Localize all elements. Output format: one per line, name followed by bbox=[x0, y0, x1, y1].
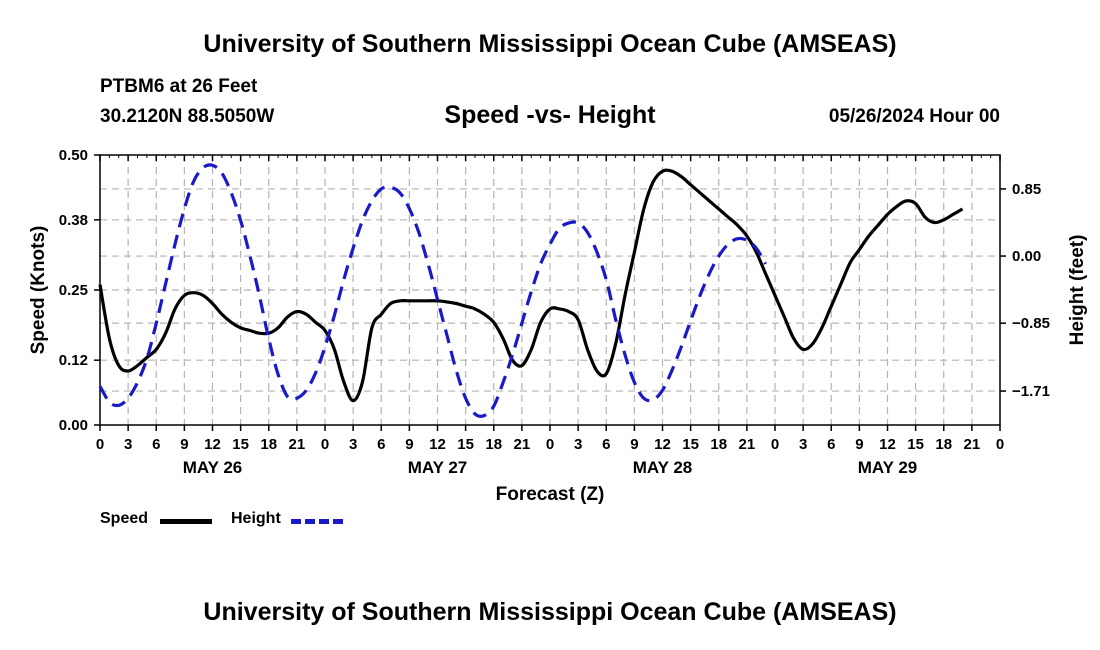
y2-axis-label: Height (feet) bbox=[1067, 235, 1088, 346]
x-tick-label: 9 bbox=[180, 436, 188, 453]
x-axis-label: Forecast (Z) bbox=[496, 484, 605, 505]
y-tick-label: 0.12 bbox=[59, 352, 88, 369]
chart-subtitle: Speed -vs- Height bbox=[444, 101, 656, 129]
x-tick-label: 9 bbox=[855, 436, 863, 453]
x-tick-label: 3 bbox=[574, 436, 582, 453]
x-tick-label: 9 bbox=[405, 436, 413, 453]
x-tick-label: 15 bbox=[682, 436, 699, 453]
x-tick-label: 0 bbox=[321, 436, 329, 453]
y-axis-label: Speed (Knots) bbox=[28, 226, 49, 355]
x-tick-label: 18 bbox=[485, 436, 502, 453]
legend-speed-label: Speed bbox=[100, 510, 149, 527]
station-label: PTBM6 at 26 Feet bbox=[100, 76, 258, 97]
x-tick-label: 21 bbox=[514, 436, 531, 453]
x-tick-label: 12 bbox=[204, 436, 221, 453]
x-day-label: MAY 29 bbox=[858, 458, 918, 477]
x-day-label: MAY 28 bbox=[633, 458, 693, 477]
legend-height-swatch bbox=[291, 519, 343, 524]
y2-tick-label: −0.85 bbox=[1012, 315, 1050, 332]
coordinates-label: 30.2120N 88.5050W bbox=[100, 106, 275, 127]
y2-tick-label: 0.00 bbox=[1012, 248, 1041, 265]
x-tick-label: 18 bbox=[710, 436, 727, 453]
x-tick-label: 0 bbox=[96, 436, 104, 453]
x-tick-label: 9 bbox=[630, 436, 638, 453]
chart-title: University of Southern Mississippi Ocean… bbox=[203, 30, 897, 58]
x-tick-label: 21 bbox=[739, 436, 756, 453]
x-tick-label: 12 bbox=[879, 436, 896, 453]
series-line-height bbox=[98, 163, 767, 418]
series-line-speed bbox=[98, 168, 964, 403]
x-tick-label: 3 bbox=[799, 436, 807, 453]
x-tick-label: 21 bbox=[964, 436, 981, 453]
x-day-label: MAY 27 bbox=[408, 458, 468, 477]
legend-height-label: Height bbox=[231, 510, 281, 527]
x-tick-label: 12 bbox=[654, 436, 671, 453]
y2-tick-label: 0.85 bbox=[1012, 181, 1041, 198]
forecast-datetime: 05/26/2024 Hour 00 bbox=[828, 106, 1000, 127]
y-tick-label: 0.25 bbox=[59, 282, 88, 299]
x-day-label: MAY 26 bbox=[183, 458, 243, 477]
y-tick-label: 0.50 bbox=[59, 147, 88, 164]
y-tick-label: 0.00 bbox=[59, 417, 88, 434]
legend-speed-swatch bbox=[160, 519, 212, 524]
x-tick-label: 15 bbox=[457, 436, 474, 453]
y-tick-label: 0.38 bbox=[59, 212, 88, 229]
x-tick-label: 15 bbox=[232, 436, 249, 453]
x-tick-label: 6 bbox=[827, 436, 835, 453]
x-tick-label: 0 bbox=[996, 436, 1004, 453]
x-tick-label: 3 bbox=[124, 436, 132, 453]
x-tick-label: 21 bbox=[289, 436, 306, 453]
x-tick-label: 6 bbox=[377, 436, 385, 453]
x-tick-label: 15 bbox=[907, 436, 924, 453]
x-tick-label: 18 bbox=[935, 436, 952, 453]
x-tick-label: 18 bbox=[260, 436, 277, 453]
x-tick-label: 6 bbox=[152, 436, 160, 453]
x-tick-label: 3 bbox=[349, 436, 357, 453]
y2-tick-label: −1.71 bbox=[1012, 383, 1050, 400]
x-tick-label: 6 bbox=[602, 436, 610, 453]
x-tick-label: 12 bbox=[429, 436, 446, 453]
footer-title: University of Southern Mississippi Ocean… bbox=[203, 598, 897, 626]
x-tick-label: 0 bbox=[546, 436, 554, 453]
x-tick-label: 0 bbox=[771, 436, 779, 453]
